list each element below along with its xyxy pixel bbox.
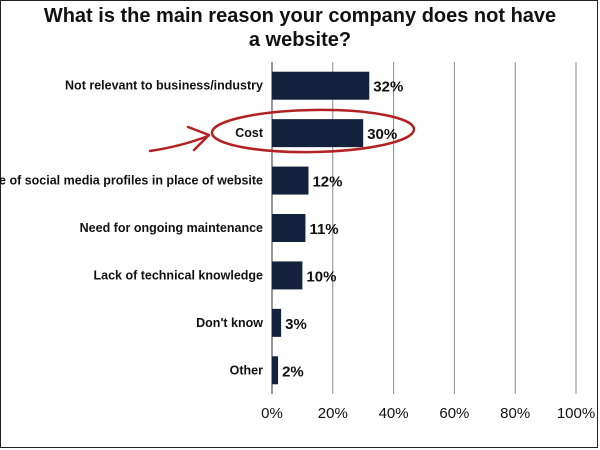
value-label: 3% <box>285 316 307 333</box>
x-tick-label: 20% <box>318 405 348 422</box>
value-label: 32% <box>373 79 403 96</box>
value-label: 10% <box>306 268 336 285</box>
value-label: 12% <box>312 174 342 191</box>
bar <box>272 71 370 100</box>
arrow-shaft <box>148 134 210 153</box>
highlight-circle <box>210 108 416 154</box>
bar <box>272 308 282 337</box>
category-label: Lack of technical knowledge <box>94 268 264 282</box>
arrow-head <box>186 125 211 152</box>
value-label: 30% <box>367 126 397 143</box>
chart-title: What is the main reason your company doe… <box>43 5 557 51</box>
value-label: 11% <box>309 221 338 238</box>
x-tick-label: 40% <box>379 405 409 422</box>
category-label: Don't know <box>196 316 263 330</box>
category-label: Use of social media profiles in place of… <box>0 174 263 188</box>
bar <box>272 356 279 385</box>
bar <box>272 166 309 195</box>
category-label: Cost <box>235 126 264 140</box>
bar <box>272 214 306 242</box>
bars <box>272 71 370 385</box>
value-labels: 32% 30% 12% 11% 10% 3% 2% <box>282 79 403 381</box>
category-label: Other <box>230 363 263 377</box>
x-tick-label: 100% <box>557 405 595 422</box>
x-tick-label: 80% <box>500 405 530 422</box>
category-labels: Not relevant to business/industry Cost Use… <box>0 79 264 378</box>
value-label: 2% <box>282 363 304 380</box>
x-axis-ticks: 0% 20% 40% 60% 80% 100% <box>261 405 595 422</box>
x-tick-label: 60% <box>439 405 469 422</box>
x-tick-label: 0% <box>261 405 283 422</box>
category-label: Not relevant to business/industry <box>65 79 263 93</box>
highlight-annotation <box>148 108 416 154</box>
bar <box>272 261 303 290</box>
category-label: Need for ongoing maintenance <box>80 221 263 235</box>
bar <box>272 119 364 148</box>
